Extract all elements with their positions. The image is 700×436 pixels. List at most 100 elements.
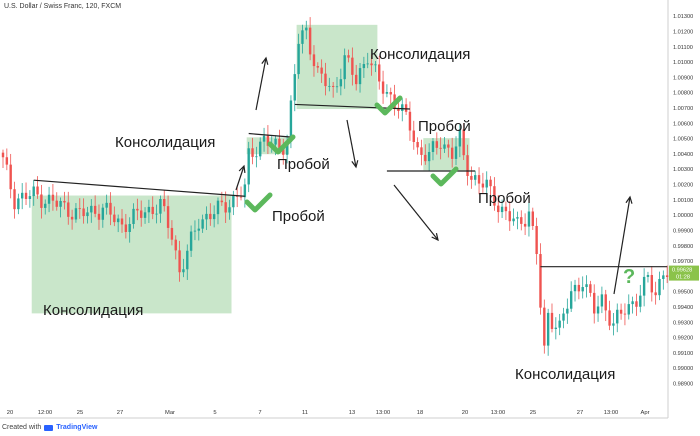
last-price-countdown: 01:28 bbox=[676, 275, 690, 281]
candle-body bbox=[535, 225, 538, 255]
label-breakout-2: Пробой bbox=[277, 156, 330, 173]
candle-body bbox=[274, 138, 277, 145]
breakout-arrow-3 bbox=[346, 119, 357, 168]
candle-body bbox=[593, 292, 596, 314]
candle-body bbox=[20, 192, 24, 199]
x-tick-label: 13 bbox=[349, 410, 355, 416]
candle-body bbox=[366, 63, 369, 65]
candle-body bbox=[5, 157, 9, 165]
candle-body bbox=[420, 147, 423, 155]
arrow-head-icon bbox=[238, 164, 246, 174]
candle-body bbox=[189, 231, 193, 251]
question-mark: ? bbox=[623, 266, 636, 288]
candle-body bbox=[639, 295, 642, 307]
candle-body bbox=[259, 141, 262, 157]
y-tick-label: 0.99700 bbox=[673, 259, 693, 265]
candle-body bbox=[113, 214, 116, 223]
y-tick-label: 0.99100 bbox=[673, 351, 693, 357]
x-tick-label: 13:00 bbox=[604, 410, 619, 416]
candle-body bbox=[562, 313, 565, 321]
candle-body bbox=[450, 147, 454, 159]
y-tick-label: 1.00800 bbox=[673, 91, 693, 97]
candle-body bbox=[305, 27, 308, 31]
x-tick-label: 13:00 bbox=[376, 410, 391, 416]
candle-body bbox=[481, 183, 485, 188]
y-tick-label: 0.99000 bbox=[673, 366, 693, 372]
y-tick-label: 0.99200 bbox=[673, 336, 693, 342]
candle-body bbox=[550, 312, 554, 329]
breakout-arrow-1 bbox=[235, 165, 245, 191]
arrow-head-icon bbox=[431, 233, 439, 242]
candle-body bbox=[497, 205, 500, 213]
x-tick-label: Apr bbox=[640, 410, 649, 416]
label-consolidation-2: Консолидация bbox=[115, 134, 216, 151]
consolidation-zone-3 bbox=[296, 24, 378, 110]
x-tick-label: 13:00 bbox=[491, 410, 506, 416]
candle-body bbox=[335, 86, 339, 88]
candle-body bbox=[116, 218, 120, 223]
candle-body bbox=[320, 67, 323, 74]
candle-body bbox=[124, 224, 128, 233]
candle-body bbox=[93, 205, 97, 214]
candle-body bbox=[404, 104, 408, 112]
y-tick-label: 1.00900 bbox=[673, 75, 693, 81]
x-tick-label: 25 bbox=[77, 410, 83, 416]
candle-body bbox=[408, 111, 412, 131]
candle-body bbox=[312, 54, 316, 67]
breakout-arrow-4 bbox=[393, 184, 439, 241]
candle-body bbox=[362, 64, 366, 69]
label-breakout-4: Пробой bbox=[478, 190, 531, 207]
candle-body bbox=[612, 323, 615, 326]
candle-body bbox=[44, 203, 47, 208]
candle-body bbox=[17, 198, 20, 210]
candle-body bbox=[67, 202, 70, 217]
candle-body bbox=[24, 192, 28, 199]
y-tick-label: 1.00300 bbox=[673, 167, 693, 173]
candle-body bbox=[454, 146, 458, 159]
candle-body bbox=[573, 284, 577, 292]
candle-body bbox=[431, 141, 435, 152]
candle-body bbox=[516, 217, 519, 219]
candle-body bbox=[174, 239, 177, 251]
candle-body bbox=[262, 135, 266, 142]
x-tick-label: 18 bbox=[417, 410, 423, 416]
y-tick-label: 1.00500 bbox=[673, 137, 693, 143]
check-icon bbox=[244, 192, 273, 213]
candle-body bbox=[635, 301, 638, 307]
candle-body bbox=[197, 228, 200, 231]
price-axis-area bbox=[668, 0, 700, 436]
candle-body bbox=[28, 196, 32, 199]
candle-body bbox=[47, 194, 51, 204]
x-tick-label: 27 bbox=[577, 410, 583, 416]
candle-body bbox=[82, 208, 85, 217]
candle-body bbox=[308, 27, 312, 55]
candle-body bbox=[328, 85, 331, 87]
candle-body bbox=[324, 73, 327, 87]
candle-body bbox=[443, 144, 446, 149]
candle-body bbox=[589, 284, 592, 293]
candle-body bbox=[523, 223, 527, 227]
candle-body bbox=[193, 230, 197, 232]
candle-body bbox=[627, 304, 630, 315]
y-tick-label: 1.00700 bbox=[673, 106, 693, 112]
breakout-arrow-5 bbox=[613, 196, 631, 295]
candle-body bbox=[512, 218, 515, 222]
x-tick-label: 7 bbox=[258, 410, 261, 416]
label-breakout-1: Пробой bbox=[272, 208, 325, 225]
candle-body bbox=[374, 64, 377, 66]
candle-body bbox=[178, 250, 181, 273]
y-tick-label: 1.01100 bbox=[673, 45, 693, 51]
candle-body bbox=[220, 200, 224, 203]
candle-body bbox=[216, 200, 220, 215]
candle-body bbox=[255, 156, 258, 158]
candle-body bbox=[546, 312, 550, 346]
y-tick-label: 1.01000 bbox=[673, 60, 693, 66]
candle-body bbox=[347, 55, 350, 58]
candle-body bbox=[151, 206, 154, 215]
candle-body bbox=[412, 130, 415, 143]
candle-body bbox=[97, 213, 101, 220]
level-line-2 bbox=[248, 132, 295, 138]
candle-body bbox=[631, 301, 634, 305]
candle-body bbox=[658, 278, 661, 296]
candle-body bbox=[566, 308, 569, 314]
